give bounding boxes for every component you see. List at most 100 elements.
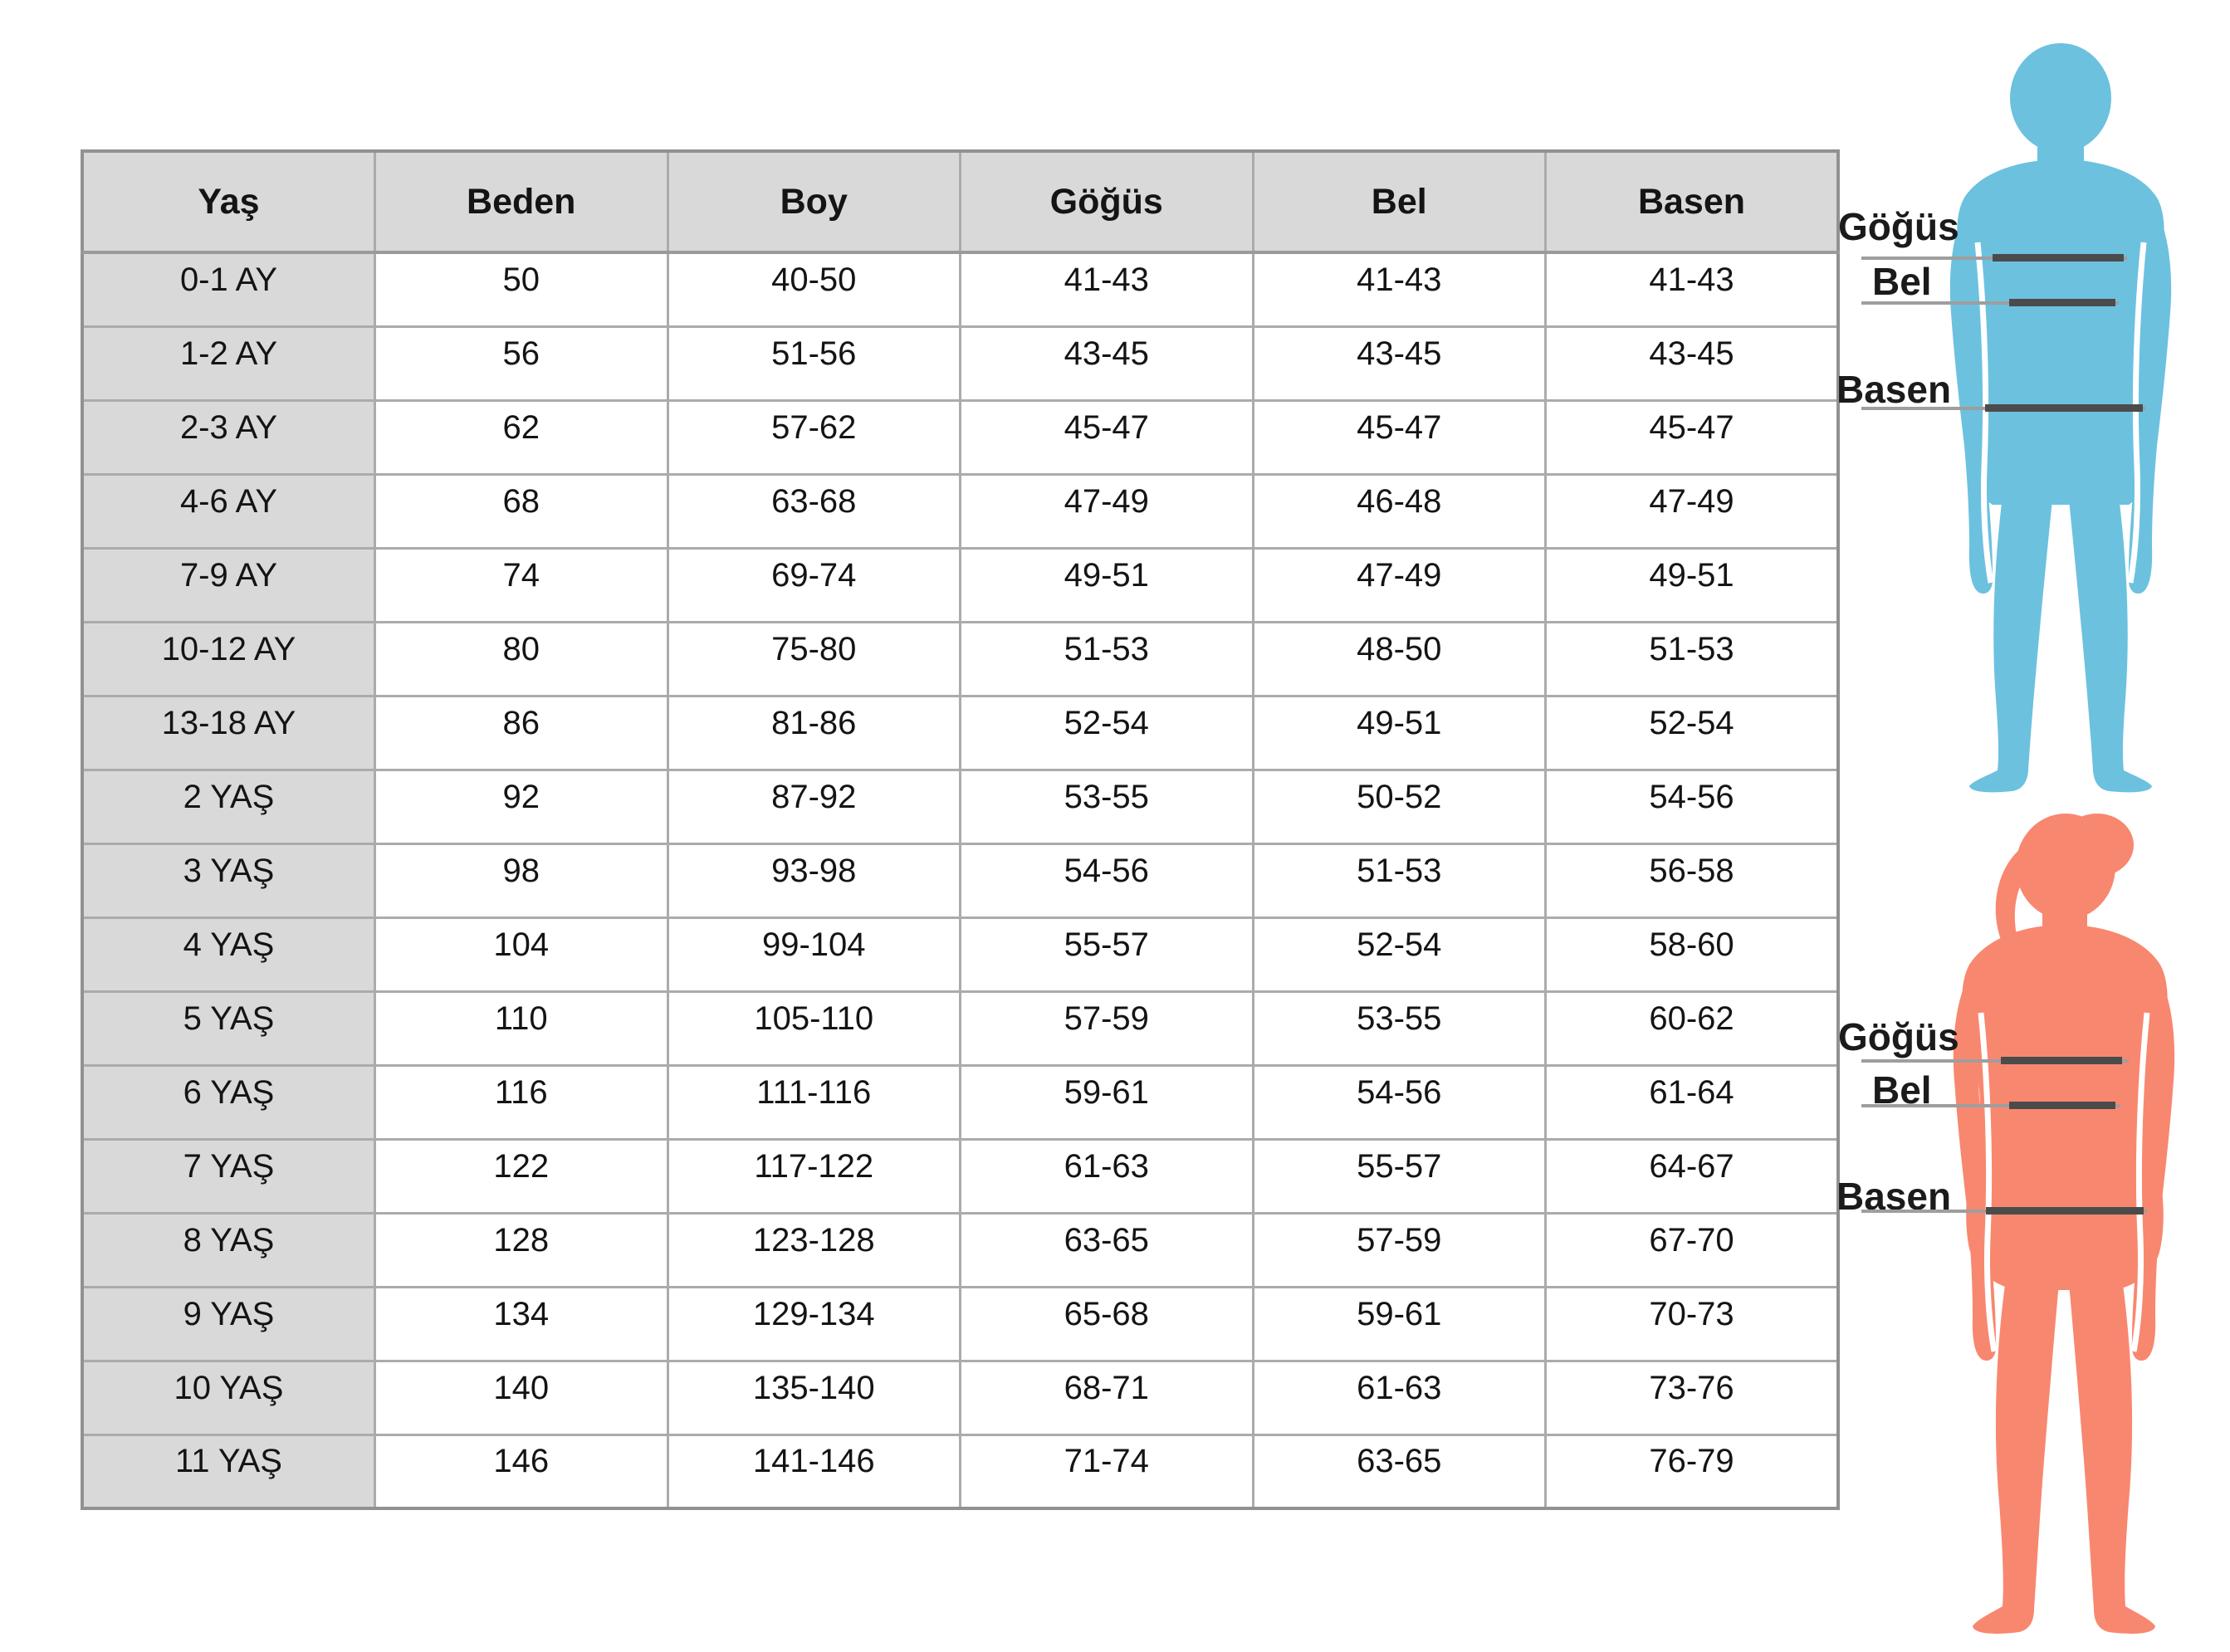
table-row: 11 YAŞ 146 141-146 71-74 63-65 76-79	[81, 1433, 1840, 1510]
girl-waist-line-dark	[2009, 1102, 2115, 1109]
row-header-cell: 9 YAŞ	[81, 1285, 376, 1362]
data-cell: 123-128	[666, 1211, 961, 1288]
table-row: 0-1 AY 50 40-50 41-43 41-43 41-43	[81, 251, 1840, 328]
data-cell: 98	[374, 842, 669, 919]
data-cell: 56	[374, 325, 669, 402]
table-row: 7-9 AY 74 69-74 49-51 47-49 49-51	[81, 546, 1840, 623]
data-cell: 73-76	[1544, 1359, 1840, 1436]
data-cell: 86	[374, 694, 669, 771]
boy-silhouette-figure	[1934, 35, 2230, 797]
table-row: 3 YAŞ 98 93-98 54-56 51-53 56-58	[81, 842, 1840, 919]
data-cell: 110	[374, 990, 669, 1067]
data-cell: 61-64	[1544, 1063, 1840, 1141]
row-header-cell: 2 YAŞ	[81, 768, 376, 845]
data-cell: 45-47	[959, 398, 1254, 476]
data-cell: 63-65	[1251, 1433, 1547, 1510]
data-cell: 63-65	[959, 1211, 1254, 1288]
data-cell: 75-80	[666, 620, 961, 697]
data-cell: 87-92	[666, 768, 961, 845]
data-cell: 134	[374, 1285, 669, 1362]
column-header-gogus: Göğüs	[959, 149, 1254, 254]
column-header-beden: Beden	[374, 149, 669, 254]
row-header-cell: 4 YAŞ	[81, 916, 376, 993]
data-cell: 54-56	[1544, 768, 1840, 845]
boy-waist-line-dark	[2009, 299, 2115, 306]
data-cell: 57-59	[1251, 1211, 1547, 1288]
table-row: 13-18 AY 86 81-86 52-54 49-51 52-54	[81, 694, 1840, 771]
column-header-bel: Bel	[1251, 149, 1547, 254]
data-cell: 51-56	[666, 325, 961, 402]
table-row: 8 YAŞ 128 123-128 63-65 57-59 67-70	[81, 1211, 1840, 1288]
data-cell: 140	[374, 1359, 669, 1436]
data-cell: 61-63	[1251, 1359, 1547, 1436]
data-cell: 53-55	[959, 768, 1254, 845]
data-cell: 105-110	[666, 990, 961, 1067]
data-cell: 74	[374, 546, 669, 623]
data-cell: 52-54	[959, 694, 1254, 771]
table-row: 9 YAŞ 134 129-134 65-68 59-61 70-73	[81, 1285, 1840, 1362]
data-cell: 46-48	[1251, 472, 1547, 550]
data-cell: 49-51	[1544, 546, 1840, 623]
data-cell: 56-58	[1544, 842, 1840, 919]
table-row: 2 YAŞ 92 87-92 53-55 50-52 54-56	[81, 768, 1840, 845]
column-header-boy: Boy	[666, 149, 961, 254]
boy-chest-label: Göğüs	[1838, 205, 1959, 248]
table-row: 7 YAŞ 122 117-122 61-63 55-57 64-67	[81, 1137, 1840, 1215]
data-cell: 146	[374, 1433, 669, 1510]
data-cell: 47-49	[1544, 472, 1840, 550]
data-cell: 41-43	[1544, 251, 1840, 328]
data-cell: 54-56	[1251, 1063, 1547, 1141]
girl-hip-line-dark	[1986, 1207, 2144, 1215]
table-row: 1-2 AY 56 51-56 43-45 43-45 43-45	[81, 325, 1840, 402]
column-header-basen: Basen	[1544, 149, 1840, 254]
table-row: 10-12 AY 80 75-80 51-53 48-50 51-53	[81, 620, 1840, 697]
row-header-cell: 13-18 AY	[81, 694, 376, 771]
data-cell: 47-49	[1251, 546, 1547, 623]
table-row: 10 YAŞ 140 135-140 68-71 61-63 73-76	[81, 1359, 1840, 1436]
row-header-cell: 8 YAŞ	[81, 1211, 376, 1288]
data-cell: 76-79	[1544, 1433, 1840, 1510]
data-cell: 99-104	[666, 916, 961, 993]
data-cell: 47-49	[959, 472, 1254, 550]
data-cell: 64-67	[1544, 1137, 1840, 1215]
boy-waist-label: Bel	[1872, 260, 1932, 303]
data-cell: 63-68	[666, 472, 961, 550]
data-cell: 111-116	[666, 1063, 961, 1141]
data-cell: 61-63	[959, 1137, 1254, 1215]
data-cell: 117-122	[666, 1137, 961, 1215]
row-header-cell: 2-3 AY	[81, 398, 376, 476]
girl-chest-label: Göğüs	[1838, 1015, 1959, 1058]
row-header-cell: 1-2 AY	[81, 325, 376, 402]
boy-silhouette-icon	[1949, 43, 2172, 793]
data-cell: 52-54	[1251, 916, 1547, 993]
data-cell: 59-61	[959, 1063, 1254, 1141]
boy-waist-line	[1861, 301, 2119, 305]
row-header-cell: 5 YAŞ	[81, 990, 376, 1067]
data-cell: 122	[374, 1137, 669, 1215]
data-cell: 67-70	[1544, 1211, 1840, 1288]
row-header-cell: 11 YAŞ	[81, 1433, 376, 1510]
girl-waist-line	[1861, 1104, 2120, 1107]
girl-hip-label: Basen	[1836, 1175, 1952, 1218]
data-cell: 116	[374, 1063, 669, 1141]
data-cell: 128	[374, 1211, 669, 1288]
data-cell: 58-60	[1544, 916, 1840, 993]
data-cell: 129-134	[666, 1285, 961, 1362]
data-cell: 41-43	[1251, 251, 1547, 328]
data-cell: 52-54	[1544, 694, 1840, 771]
girl-silhouette-figure	[1934, 797, 2230, 1652]
data-cell: 51-53	[1544, 620, 1840, 697]
row-header-cell: 10 YAŞ	[81, 1359, 376, 1436]
column-header-yas: Yaş	[81, 149, 376, 254]
data-cell: 53-55	[1251, 990, 1547, 1067]
girl-chest-line-dark	[2001, 1057, 2122, 1064]
data-cell: 48-50	[1251, 620, 1547, 697]
row-header-cell: 0-1 AY	[81, 251, 376, 328]
data-cell: 51-53	[1251, 842, 1547, 919]
girl-chest-line	[1861, 1059, 2129, 1063]
data-cell: 55-57	[959, 916, 1254, 993]
data-cell: 51-53	[959, 620, 1254, 697]
data-cell: 43-45	[1544, 325, 1840, 402]
table-body: 0-1 AY 50 40-50 41-43 41-43 41-43 1-2 AY 56 51-5…	[81, 251, 1840, 1510]
data-cell: 43-45	[1251, 325, 1547, 402]
